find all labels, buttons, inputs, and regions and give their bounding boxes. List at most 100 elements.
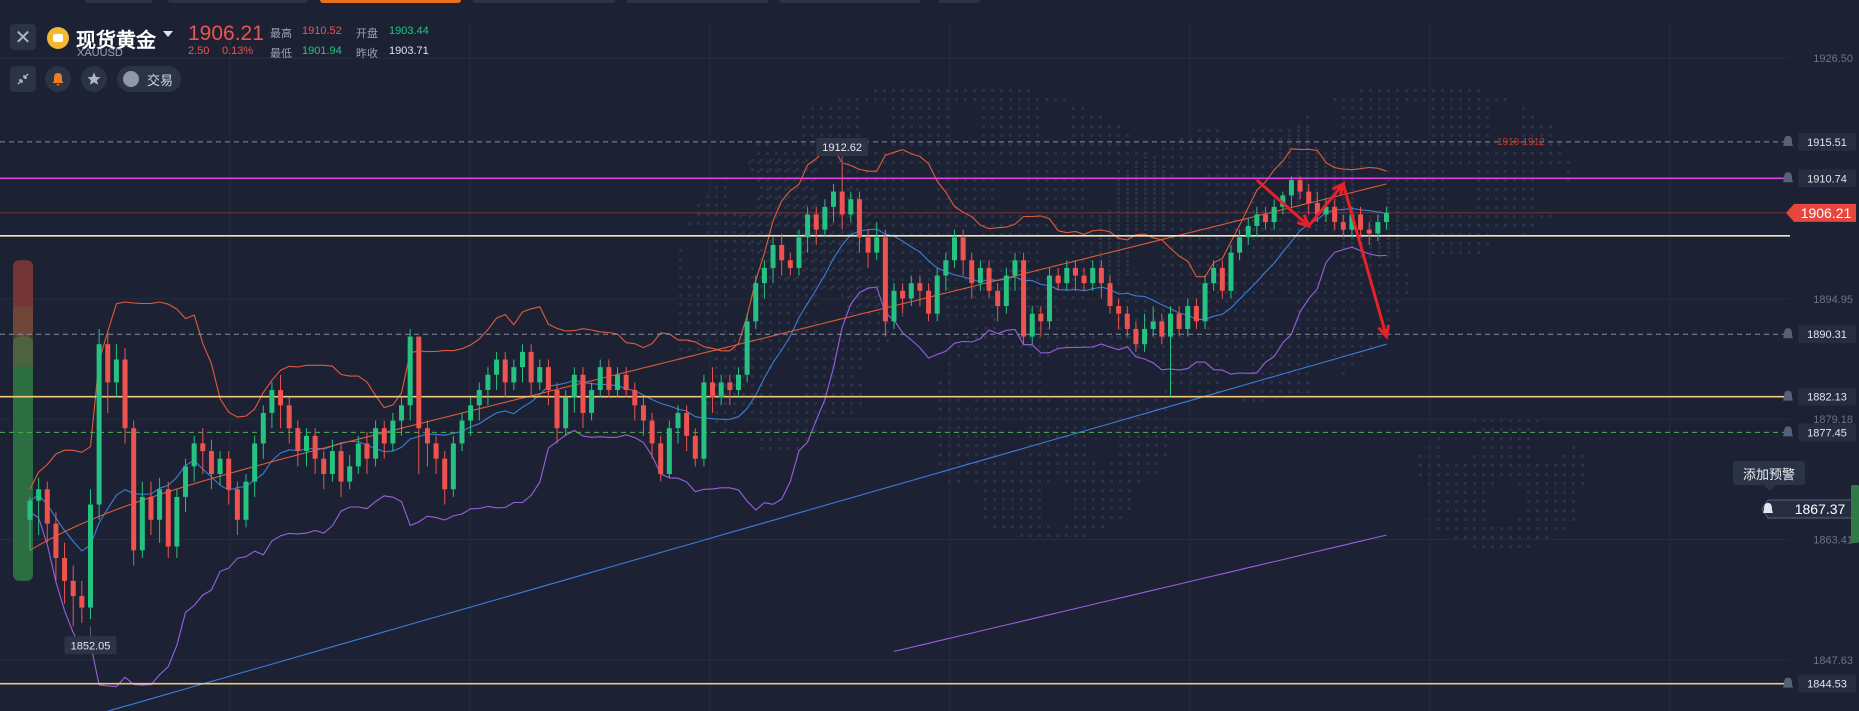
bell-icon[interactable] xyxy=(1783,328,1793,339)
candle-body xyxy=(1358,214,1364,230)
high-label: 最高 xyxy=(270,28,292,40)
candle-body xyxy=(1116,306,1122,314)
candle-body xyxy=(1211,267,1217,284)
candle-body xyxy=(459,420,465,444)
candle-body xyxy=(1003,275,1009,307)
drawn-arrow-line[interactable] xyxy=(1307,182,1345,227)
candle-body xyxy=(1185,306,1191,329)
bell-icon[interactable] xyxy=(1763,503,1773,513)
candle-body xyxy=(779,245,785,261)
candle-body xyxy=(1297,180,1303,192)
candle-body xyxy=(442,458,448,490)
candle-body xyxy=(589,390,595,413)
candle-body xyxy=(502,359,508,383)
candle-body xyxy=(62,557,68,581)
candle-body xyxy=(1263,214,1269,223)
candle-body xyxy=(1055,275,1061,284)
candle-body xyxy=(977,267,983,284)
candle-body xyxy=(1090,267,1096,284)
candle-body xyxy=(787,260,793,268)
candle-body xyxy=(399,405,405,421)
candle-body xyxy=(1193,306,1199,322)
candle-body xyxy=(1081,275,1087,284)
collapse-button[interactable] xyxy=(10,66,36,92)
y-tick-label: 1894.95 xyxy=(1813,294,1853,306)
chevron-down-icon[interactable] xyxy=(163,31,173,37)
trade-list-icon xyxy=(123,71,139,87)
candle-body xyxy=(580,374,586,413)
add-alert-tooltip[interactable]: 添加预警 xyxy=(1733,461,1805,491)
price-line-tag-label: 1882.13 xyxy=(1807,392,1847,404)
bell-icon[interactable] xyxy=(1783,135,1793,146)
candle-body xyxy=(122,359,128,429)
y-tick-label: 1847.63 xyxy=(1813,655,1853,667)
high-value: 1910.52 xyxy=(302,25,342,37)
candle-body xyxy=(243,481,249,520)
candle-body xyxy=(1029,313,1035,337)
trade-button[interactable]: 交易 xyxy=(117,66,181,92)
bell-icon[interactable] xyxy=(1783,426,1793,437)
alert-button[interactable] xyxy=(45,66,71,92)
top-tab[interactable] xyxy=(168,0,308,3)
candle-body xyxy=(1254,214,1260,226)
drawn-arrow-line[interactable] xyxy=(1341,183,1388,338)
candle-body xyxy=(416,336,422,429)
candle-body xyxy=(692,435,698,459)
current-price: 1906.21 xyxy=(188,22,264,45)
candle-body xyxy=(528,351,534,383)
y-tick-label: 1926.50 xyxy=(1813,53,1853,65)
candle-body xyxy=(79,596,85,608)
sentiment-bar-mid xyxy=(13,306,33,367)
candle-body xyxy=(260,412,266,444)
candle-body xyxy=(926,290,932,314)
top-tab[interactable] xyxy=(473,0,615,3)
candle-body xyxy=(373,428,379,459)
candle-body xyxy=(649,420,655,444)
top-tab[interactable] xyxy=(938,0,980,3)
candle-body xyxy=(226,458,232,490)
close-button[interactable]: ✕ xyxy=(10,24,36,50)
extreme-price-label: 1852.05 xyxy=(71,640,111,652)
price-line-tag xyxy=(1798,674,1856,693)
bell-icon[interactable] xyxy=(1783,390,1793,401)
candle-body xyxy=(519,351,525,368)
candle-body xyxy=(1366,229,1372,234)
candle-body xyxy=(338,451,344,482)
candle-body xyxy=(1314,203,1320,215)
price-line-tag xyxy=(1798,423,1856,442)
candle-body xyxy=(96,344,102,505)
candle-body xyxy=(718,382,724,398)
symbol-name[interactable]: 现货黄金 xyxy=(76,30,156,52)
candle-body xyxy=(986,267,992,291)
price-change-pct: 0.13% xyxy=(222,45,254,57)
candle-body xyxy=(727,382,733,391)
favorite-button[interactable] xyxy=(81,66,107,92)
candle-body xyxy=(87,504,93,608)
top-tab[interactable] xyxy=(85,0,153,3)
top-tab[interactable] xyxy=(626,0,769,3)
top-tab-active[interactable] xyxy=(320,0,461,3)
candle-body xyxy=(960,237,966,261)
price-change: 2.50 xyxy=(188,45,210,57)
bell-icon[interactable] xyxy=(1783,677,1793,688)
candle-body xyxy=(139,496,145,551)
candle-body xyxy=(234,489,240,520)
candle-body xyxy=(571,374,577,398)
candle-body xyxy=(364,443,370,459)
candle-body xyxy=(174,496,180,547)
gold-coin-icon xyxy=(47,27,69,49)
candle-body xyxy=(856,199,862,238)
candle-body xyxy=(355,443,361,467)
candle-body xyxy=(157,489,163,520)
candle-body xyxy=(848,199,854,215)
candle-body xyxy=(53,523,59,558)
collapse-arrows-icon xyxy=(17,73,29,85)
candle-body xyxy=(113,359,119,383)
candle-body xyxy=(666,428,672,474)
drawn-arrow-line[interactable] xyxy=(1255,179,1310,228)
top-tab[interactable] xyxy=(779,0,921,3)
bell-icon[interactable] xyxy=(1783,172,1793,183)
prev-close-value: 1903.71 xyxy=(389,45,429,57)
trade-label: 交易 xyxy=(147,72,174,88)
